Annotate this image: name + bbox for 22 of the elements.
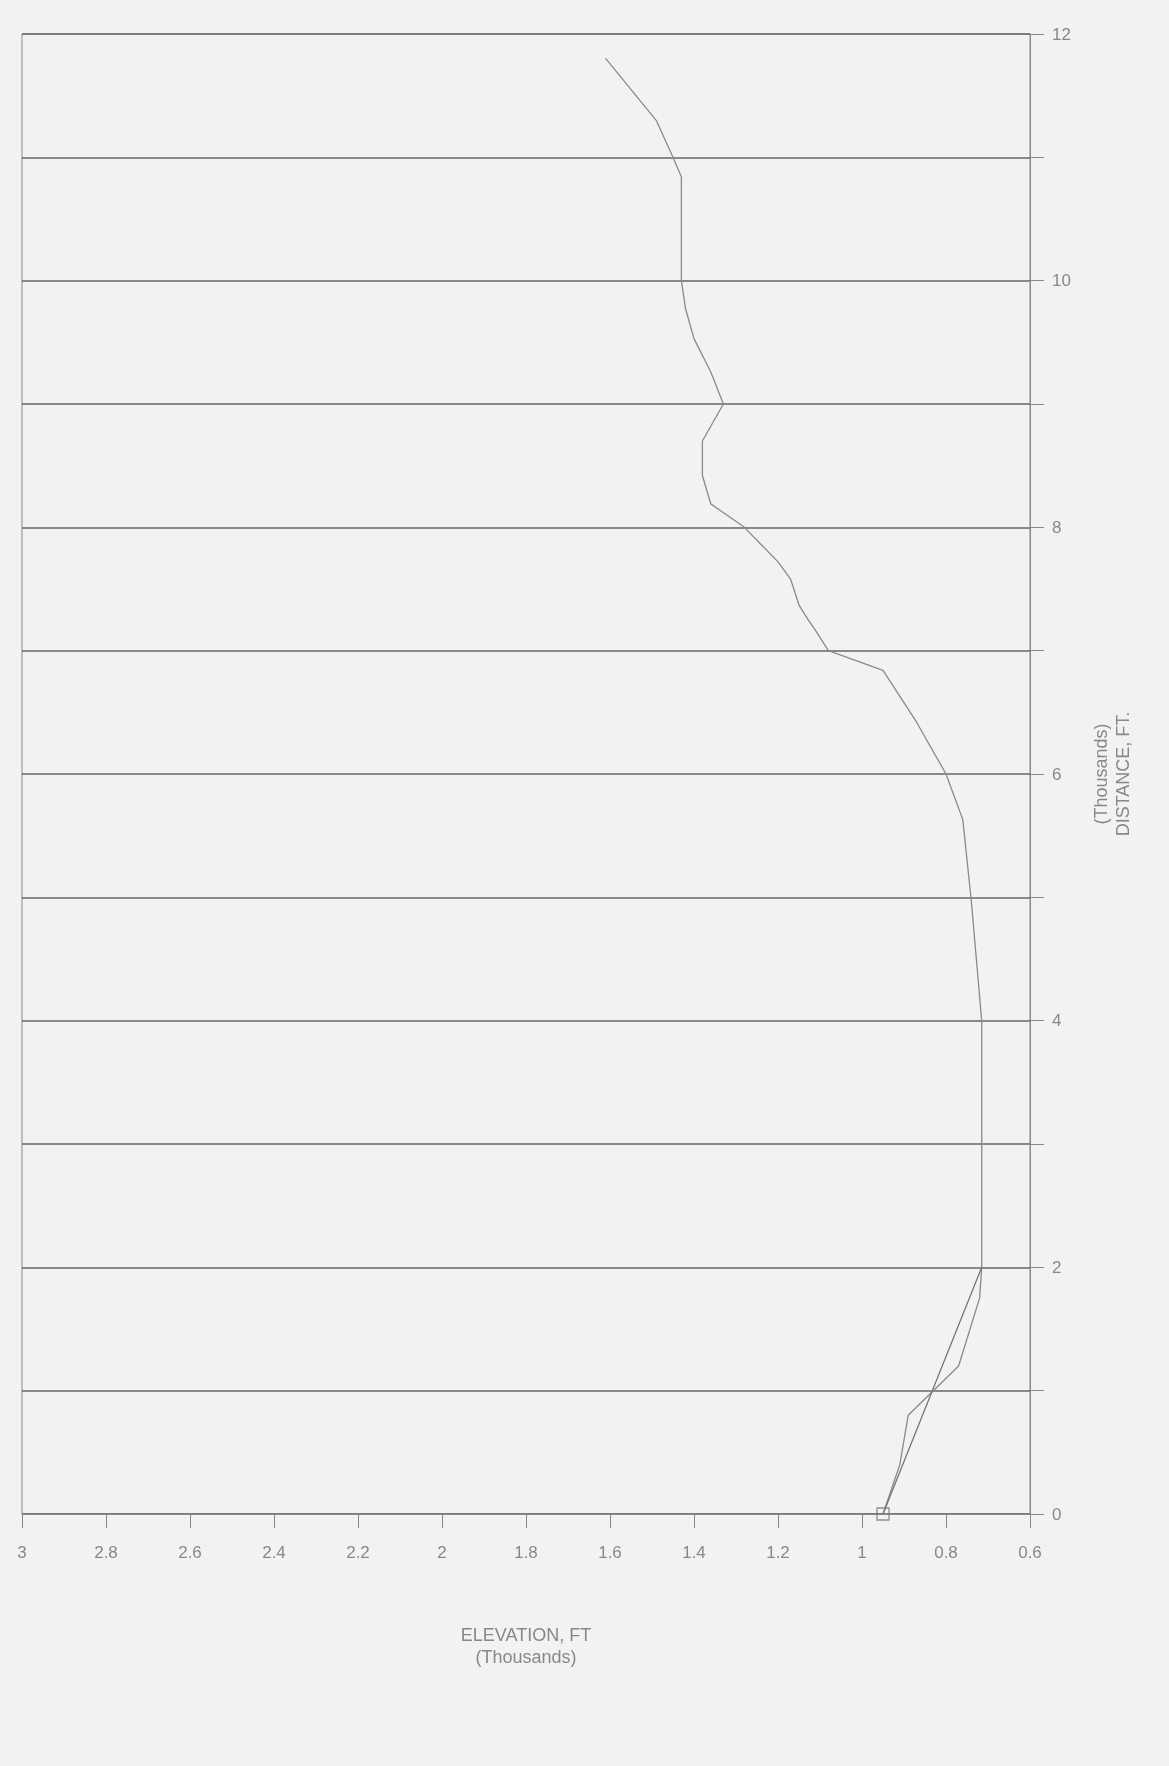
y-tick-label: 12 xyxy=(1052,24,1071,44)
x-tick-label: 1.6 xyxy=(598,1543,622,1562)
x-tick-label: 1 xyxy=(857,1543,867,1562)
x-axis-title: ELEVATION, FT (Thousands) xyxy=(460,1625,592,1667)
x-tick-label: 1.4 xyxy=(682,1543,706,1562)
x-tick-label: 1.8 xyxy=(514,1543,538,1562)
x-tick-label: 3 xyxy=(17,1543,27,1562)
y-tick-label: 0 xyxy=(1052,1504,1062,1524)
x-tick-label: 0.6 xyxy=(1018,1543,1042,1562)
x-tick-label: 2 xyxy=(437,1543,447,1562)
y-tick-label: 8 xyxy=(1052,517,1062,537)
x-tick-label: 2.6 xyxy=(178,1543,202,1562)
y-tick-label: 4 xyxy=(1052,1011,1062,1031)
x-tick-label: 2.2 xyxy=(346,1543,370,1562)
x-tick-label: 0.8 xyxy=(934,1543,958,1562)
y-axis-title: (Thousands) DISTANCE, FT. xyxy=(1091,711,1133,837)
y-tick-label: 2 xyxy=(1052,1257,1062,1277)
y-tick-label: 6 xyxy=(1052,764,1062,784)
x-tick-label: 1.2 xyxy=(766,1543,790,1562)
y-tick-label: 10 xyxy=(1052,271,1071,291)
x-tick-label: 2.4 xyxy=(262,1543,286,1562)
x-tick-label: 2.8 xyxy=(94,1543,118,1562)
